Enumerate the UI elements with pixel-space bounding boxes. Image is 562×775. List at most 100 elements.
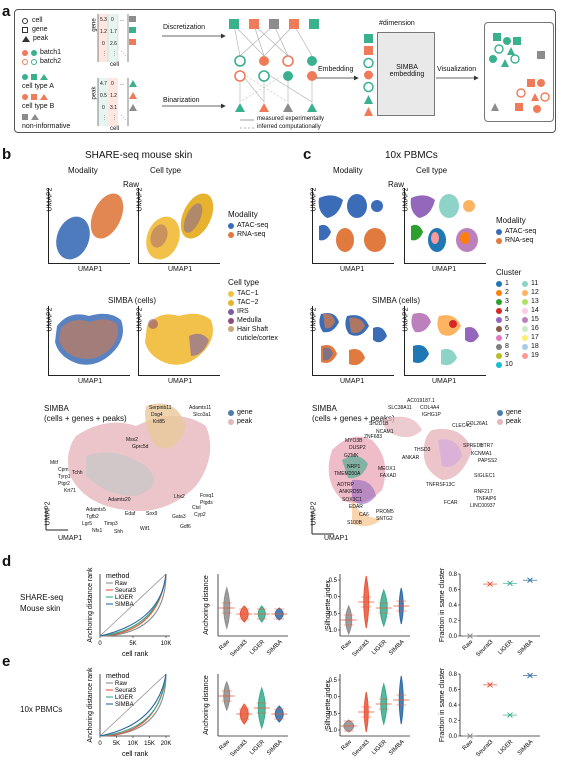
gene-label: Tgfb2 (86, 514, 99, 520)
gene-label: CA6 (359, 512, 369, 518)
matrix-cell-axis-label: cell (110, 126, 120, 132)
gene-label: PAPSS2 (478, 458, 498, 464)
d-fraction-point-Seurat3 (487, 581, 493, 587)
cluster-legend-item: 6 (496, 324, 522, 333)
cluster-legend-item: 8 (496, 342, 522, 351)
e-anchoring-distance-tick-label: SIMBA (266, 739, 283, 756)
e-fraction-point-LIGER (507, 712, 513, 718)
gene-label: TNFRSF13C (426, 482, 455, 488)
triangle-icon (40, 73, 48, 80)
b-modality-heading: Modality (68, 166, 98, 175)
e-silhouette-y-tick-label: 0.5 (329, 678, 338, 684)
matrix-peak-axis-label: peak (91, 86, 98, 100)
gene-label: AC019187.1 (407, 398, 435, 404)
d-silhouette-tick-label: Seurat3 (352, 639, 372, 659)
e-fraction-tick-label: LIGER (497, 739, 514, 756)
b-modality-legend-item: RNA-seq (228, 230, 268, 239)
circle-icon (496, 280, 502, 287)
triangle-icon (129, 92, 137, 99)
c-cluster-legend-title: Cluster (496, 268, 522, 277)
square-icon (129, 16, 136, 22)
c-legend-rna: RNA-seq (505, 237, 534, 244)
cluster-legend-item: 17 (522, 333, 548, 342)
e-anchoring-rank-x-tick-label: 10K (128, 741, 139, 747)
visualization-arrow (436, 75, 479, 81)
cluster-legend-label: 6 (505, 325, 509, 332)
legend-type-b-icons (22, 92, 70, 101)
d-anchoring-rank-legend-label: LIGER (115, 595, 134, 601)
matrix-cell: ⋱ (121, 115, 126, 121)
e-anchoring-rank-series-LIGER (99, 673, 167, 737)
e-fraction-point-Raw (467, 733, 473, 739)
legend-noninf-label: non-informative (22, 123, 71, 130)
c-simba-all-heading: SIMBA (cells + genes + peaks) (312, 404, 395, 423)
e-silhouette-tick-label: SIMBA (388, 739, 405, 756)
d-silhouette-tick-label: Raw (340, 639, 353, 652)
cluster-legend-item: 3 (496, 297, 522, 306)
matrix-cell: 3.1 (110, 105, 117, 111)
matrix-cell: 1.2 (110, 93, 117, 99)
gene-label: IGHG1P (422, 412, 441, 418)
d-anchoring-rank-x-tick-label: 10K (161, 641, 172, 647)
gene-label: Msx2 (126, 437, 138, 443)
cluster-legend-label: 2 (505, 289, 509, 296)
circle-icon (496, 325, 502, 332)
c-simba-cluster-umap (404, 306, 486, 376)
b-simba-modality-umap (48, 306, 130, 376)
circle-icon (522, 343, 528, 350)
circle-icon (228, 222, 234, 229)
ring-icon (31, 58, 37, 65)
gene-label: COL4A4 (420, 405, 440, 411)
gene-label: LINC00937 (470, 503, 496, 509)
circle-icon (228, 308, 234, 315)
gene-label: Timp3 (104, 521, 118, 527)
matrix-cell: ⋮ (112, 115, 117, 121)
d-anchoring-rank-series-SIMBA (99, 573, 167, 637)
visualization-box (484, 22, 554, 122)
b-simba-all-scatter (45, 403, 211, 531)
gene-label: SNTG2 (376, 516, 393, 522)
d-silhouette-y-tick-label: −0.5 (325, 611, 338, 617)
legend-gene: gene (22, 25, 48, 34)
d-fraction-point-Raw (467, 633, 473, 639)
matrix-cell: 2.6 (110, 41, 117, 47)
gene-label: NCAM1 (376, 429, 394, 435)
gene-label: Dsg4 (151, 412, 163, 418)
e-silhouette-ylabel: Silhouette index (325, 680, 332, 730)
gene-label: ADTRP (337, 482, 354, 488)
simba-embedding-label: SIMBA embedding (389, 64, 425, 78)
d-anchoring-rank-x-tick-label: 5K (129, 641, 136, 647)
cluster-legend-label: 3 (505, 298, 509, 305)
d-anchoring-rank-x-tick-label: 0 (98, 641, 102, 647)
c-simba-modality-scatter (319, 313, 387, 366)
gene-label: HTR7 (480, 443, 494, 449)
cluster-legend-label: 12 (531, 289, 539, 296)
b-umap1-label: UMAP1 (78, 378, 103, 385)
matrix-cell: 0 (111, 17, 114, 23)
b-simba-celltype-scatter (145, 313, 213, 365)
b-umap1-label: UMAP1 (78, 266, 103, 273)
circle-icon (228, 299, 234, 306)
matrix-cell: ⋮ (102, 115, 107, 121)
square-icon (22, 113, 28, 120)
c-modality-heading: Modality (333, 166, 363, 175)
gene-label: KCNMA1 (471, 451, 492, 457)
circle-icon (496, 307, 502, 314)
c-umap1-label: UMAP1 (324, 535, 349, 542)
square-icon (31, 93, 37, 100)
e-anchoring-rank-xlabel: cell rank (122, 751, 149, 758)
circle-icon (496, 343, 502, 350)
gene-label: Sox9 (146, 511, 158, 517)
b-raw-heading: Raw (123, 180, 140, 189)
e-anchoring-rank-legend-label: SIMBA (115, 702, 134, 708)
circle-icon (522, 289, 528, 296)
c-umap2-label: UMAP2 (310, 501, 318, 526)
cluster-legend-label: 18 (531, 343, 539, 350)
e-silhouette-y-tick-label: −1.0 (325, 728, 338, 734)
matrix-cell: 5.3 (100, 17, 107, 23)
panel-a-label: a (2, 3, 11, 20)
d-silhouette-tick-label: LIGER (371, 639, 388, 656)
gene-label: Serpinb11 (149, 405, 172, 411)
c-raw-celltype-scatter (410, 194, 478, 252)
visualization-scatter (489, 33, 550, 113)
